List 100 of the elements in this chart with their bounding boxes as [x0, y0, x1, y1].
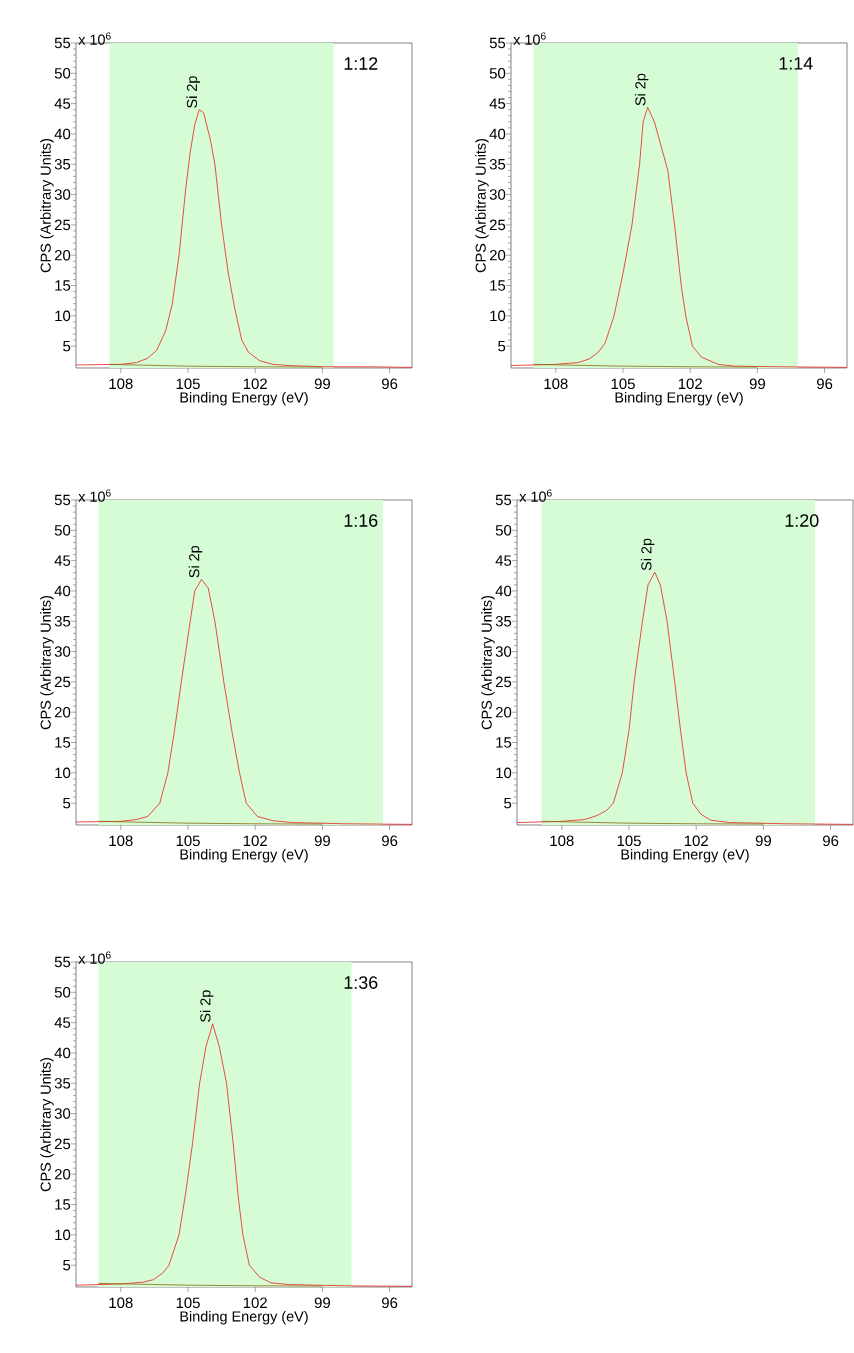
y-tick-label: 15 — [490, 280, 506, 291]
annotation: Si 2p — [640, 538, 655, 571]
y-tick-label: 15 — [55, 280, 71, 291]
x-tick-label: 99 — [749, 378, 765, 390]
y-tick-label: 50 — [495, 525, 512, 536]
y-tick-label: 25 — [54, 219, 71, 231]
annotation: 1:36 — [344, 976, 378, 989]
y-tick-label: 5 — [63, 340, 71, 352]
y-tick-label: 50 — [54, 68, 71, 79]
y-tick-label: 15 — [496, 737, 512, 748]
annotation: 1:12 — [344, 57, 378, 70]
x-tick-label: 99 — [314, 1297, 330, 1309]
y-tick-label: 5 — [504, 797, 512, 809]
y-tick-label: 50 — [54, 525, 71, 536]
x-tick-label: 99 — [314, 378, 330, 390]
y-tick-label: 20 — [54, 1168, 71, 1180]
y-tick-label: 30 — [495, 646, 512, 657]
line-series — [75, 579, 413, 825]
x-tick-label: 99 — [755, 835, 771, 847]
x-axis-title: Binding Energy (eV) — [180, 848, 308, 863]
y-tick-label: 40 — [54, 128, 71, 140]
y-tick-label: 10 — [55, 310, 71, 322]
annotation: Si 2p — [634, 73, 649, 106]
annotation: x 10$^{6}$ — [513, 32, 546, 45]
y-tick-label: 35 — [54, 1077, 71, 1089]
y-tick-label: 45 — [54, 1017, 71, 1028]
x-tick-label: 108 — [109, 378, 133, 390]
line-series — [75, 1023, 413, 1287]
x-tick-label: 102 — [243, 835, 267, 847]
y-axis-title: CPS (Arbitrary Units) — [40, 1057, 54, 1192]
annotation: x 10$^{6}$ — [78, 32, 111, 45]
x-tick-label: 105 — [176, 1297, 200, 1309]
y-tick-label: 20 — [54, 249, 71, 261]
y-tick-label: 45 — [54, 98, 71, 109]
y-tick-label: 40 — [495, 585, 512, 597]
y-axis-title: CPS (Arbitrary Units) — [40, 595, 54, 730]
y-tick-label: 15 — [55, 1199, 71, 1210]
y-tick-label: 30 — [54, 646, 71, 657]
y-tick-label: 5 — [63, 797, 71, 809]
x-axis-title: Binding Energy (eV) — [615, 391, 743, 406]
x-axis-title: Binding Energy (eV) — [180, 391, 308, 406]
y-tick-label: 35 — [489, 158, 506, 170]
y-tick-label: 5 — [63, 1259, 71, 1271]
y-tick-label: 5 — [498, 340, 506, 352]
annotation: 1:16 — [344, 514, 378, 527]
y-tick-label: 10 — [55, 767, 71, 779]
x-tick-label: 96 — [823, 835, 839, 847]
y-tick-label: 20 — [495, 706, 512, 718]
y-tick-label: 30 — [54, 189, 71, 200]
x-tick-label: 102 — [678, 378, 702, 390]
y-tick-label: 45 — [54, 555, 71, 566]
x-tick-label: 102 — [243, 1297, 267, 1309]
y-tick-label: 10 — [490, 310, 506, 322]
y-tick-label: 25 — [54, 1138, 71, 1150]
y-tick-label: 40 — [54, 585, 71, 597]
y-tick-label: 10 — [496, 767, 512, 779]
y-tick-label: 30 — [54, 1108, 71, 1119]
annotation: 1:14 — [779, 57, 813, 70]
x-tick-label: 102 — [684, 835, 708, 847]
y-tick-label: 35 — [54, 615, 71, 627]
x-tick-label: 96 — [381, 1297, 398, 1309]
annotation: x 10$^{6}$ — [78, 951, 111, 964]
line-series — [75, 109, 413, 368]
x-tick-label: 105 — [611, 378, 635, 390]
annotation: 1:20 — [785, 514, 819, 527]
y-tick-label: 50 — [54, 987, 71, 998]
y-tick-label: 10 — [55, 1229, 71, 1241]
y-tick-label: 40 — [54, 1047, 71, 1059]
y-tick-label: 45 — [495, 555, 512, 566]
x-tick-label: 108 — [550, 835, 574, 847]
y-tick-label: 25 — [495, 676, 512, 688]
y-tick-label: 55 — [54, 37, 71, 49]
y-tick-label: 35 — [495, 615, 512, 627]
y-tick-label: 55 — [54, 956, 71, 968]
x-tick-label: 108 — [544, 378, 568, 390]
line-series — [510, 106, 848, 368]
annotation: Si 2p — [186, 76, 200, 108]
y-tick-label: 20 — [54, 706, 71, 718]
y-tick-label: 55 — [54, 494, 71, 506]
x-tick-label: 105 — [617, 835, 641, 847]
x-tick-label: 99 — [314, 835, 330, 847]
x-tick-label: 102 — [243, 378, 267, 390]
y-tick-label: 55 — [489, 37, 506, 49]
y-tick-label: 40 — [489, 128, 506, 140]
y-axis-title: CPS (Arbitrary Units) — [40, 138, 54, 273]
y-axis-title: CPS (Arbitrary Units) — [475, 138, 489, 273]
x-tick-label: 105 — [176, 835, 200, 847]
y-tick-label: 55 — [495, 494, 512, 506]
y-tick-label: 35 — [54, 158, 71, 170]
annotation: x 10$^{6}$ — [78, 489, 111, 502]
x-axis-title: Binding Energy (eV) — [621, 848, 749, 863]
x-tick-label: 108 — [109, 1297, 133, 1309]
y-tick-label: 25 — [54, 676, 71, 688]
annotation: x 10$^{6}$ — [519, 489, 552, 502]
x-tick-label: 108 — [109, 835, 133, 847]
y-tick-label: 50 — [489, 68, 506, 79]
y-tick-label: 25 — [489, 219, 506, 231]
x-tick-label: 96 — [381, 378, 398, 390]
x-tick-label: 96 — [381, 835, 398, 847]
y-axis-title: CPS (Arbitrary Units) — [481, 595, 495, 730]
